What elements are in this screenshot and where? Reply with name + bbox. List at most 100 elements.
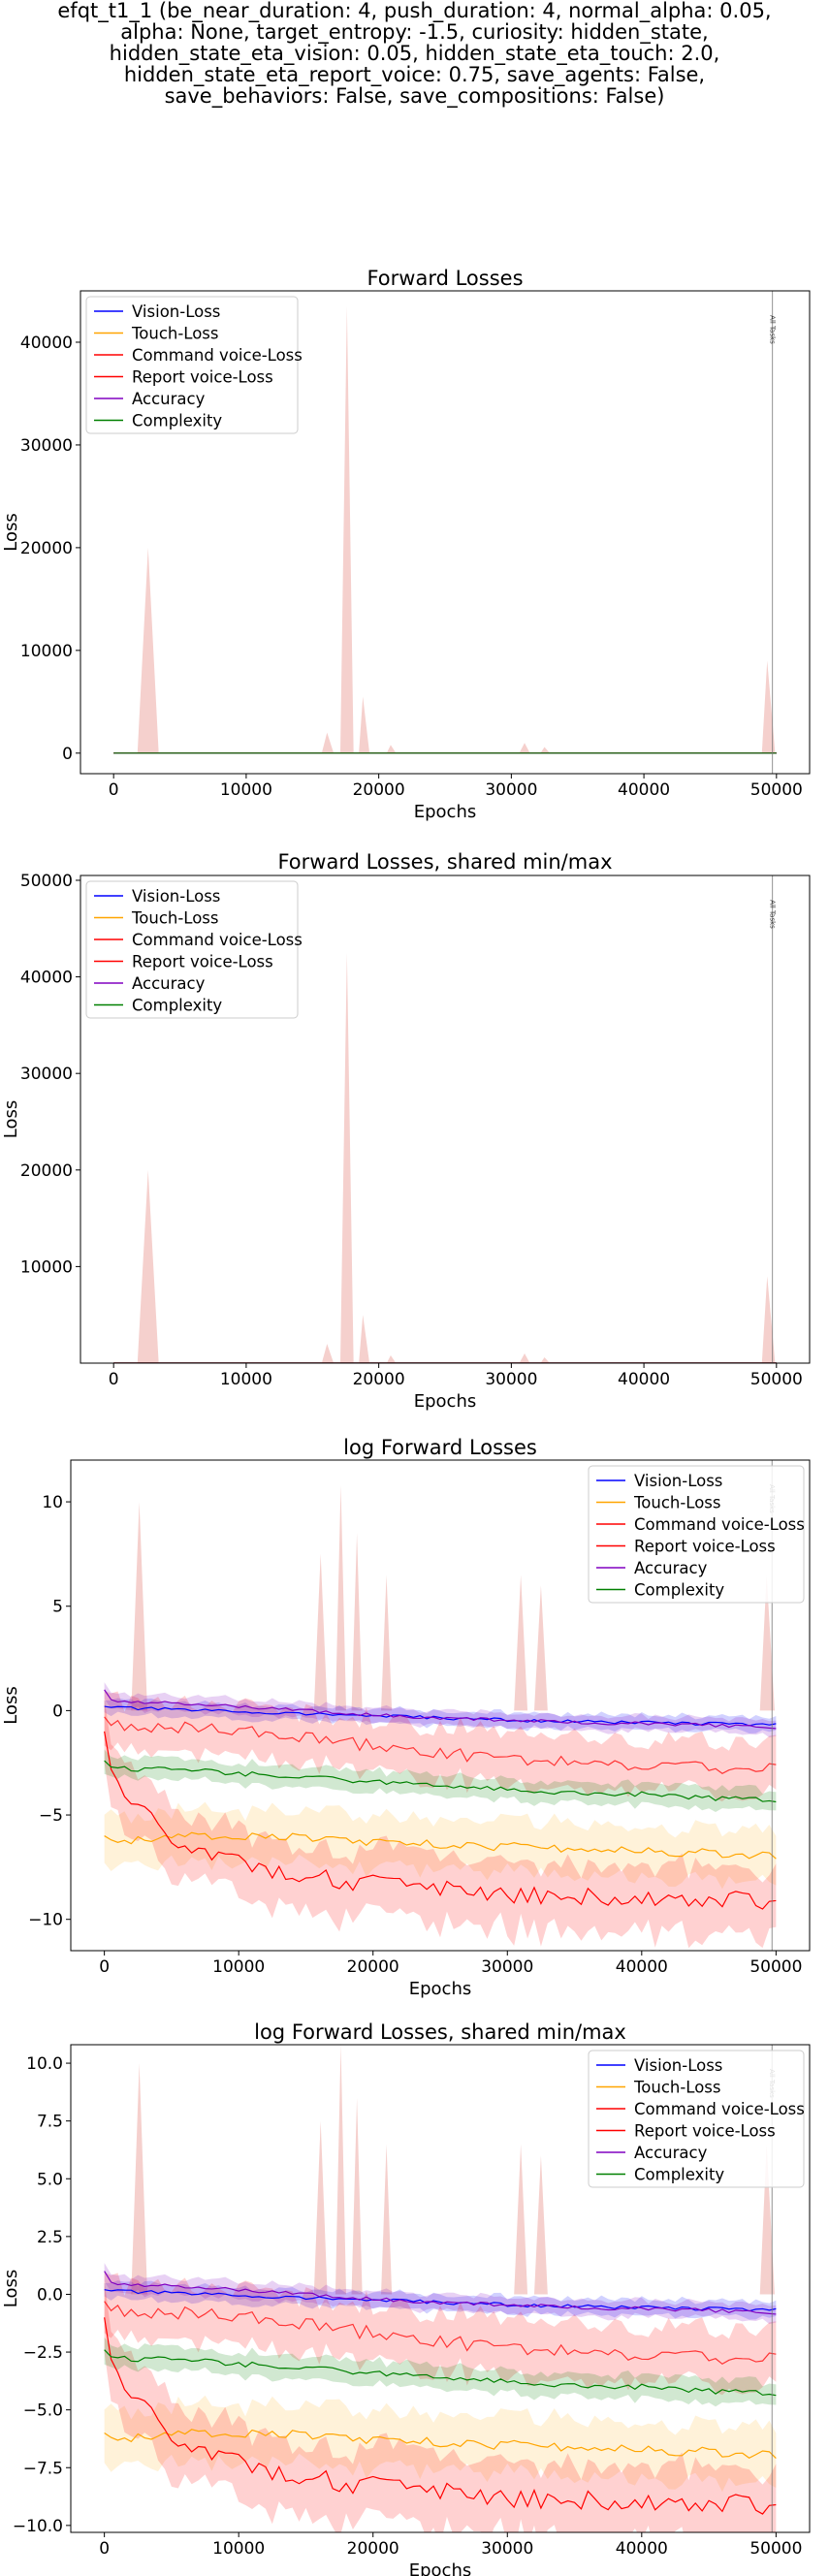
legend: Vision-Loss Touch-Loss Command voice-Loss R… xyxy=(588,1465,805,1604)
x-tick-label: 10000 xyxy=(220,1370,272,1389)
x-tick-label: 20000 xyxy=(353,1370,405,1389)
figure-title: efqt_t1_1 (be_near_duration: 4, push_dur… xyxy=(57,0,772,108)
legend-label-command-voice-loss: Command voice-Loss xyxy=(634,2100,805,2118)
x-tick-label: 50000 xyxy=(749,1957,802,1977)
legend-box xyxy=(85,296,299,434)
vline-label: All Tasks xyxy=(769,900,777,929)
series-line-touch-loss xyxy=(104,1831,777,1860)
series-line-complexity xyxy=(104,2349,777,2397)
x-tick-label: 0 xyxy=(99,1957,110,1977)
legend-label-command-voice-loss: Command voice-Loss xyxy=(132,346,303,365)
series-line-command-voice-loss xyxy=(104,1716,777,1774)
chart-title: Forward Losses, shared min/max xyxy=(277,850,612,874)
legend-box xyxy=(588,1465,805,1604)
legend-label-report-voice-loss: Report voice-Loss xyxy=(132,953,273,971)
series-line-accuracy xyxy=(104,1689,777,1730)
y-tick-label: 10 xyxy=(42,1493,63,1512)
band-touch-loss xyxy=(104,2395,777,2493)
axes-frame xyxy=(70,2044,811,2533)
band-complexity xyxy=(104,2337,777,2407)
chart-title: log Forward Losses, shared min/max xyxy=(254,2020,626,2044)
y-tick-label: 20000 xyxy=(20,1161,73,1181)
axes-frame xyxy=(80,290,811,775)
y-tick-label: 0 xyxy=(52,1701,63,1721)
x-tick-label: 20000 xyxy=(347,1957,399,1977)
y-tick-label: −10.0 xyxy=(13,2517,63,2536)
legend-label-touch-loss: Touch-Loss xyxy=(131,909,219,928)
band-accuracy xyxy=(104,2263,777,2325)
x-tick-label: 40000 xyxy=(616,2539,668,2559)
y-tick-label: 10.0 xyxy=(26,2054,63,2074)
plot-area xyxy=(104,1460,777,1951)
legend-label-touch-loss: Touch-Loss xyxy=(633,1494,721,1512)
chart-forward-losses-shared: All Tasks 0 10000 20000 30000 40000 50000 10000… xyxy=(1,850,811,1412)
x-axis-label: Epochs xyxy=(409,1979,472,1999)
y-tick-label: 7.5 xyxy=(37,2113,63,2132)
series-line-command-voice-loss xyxy=(104,2301,777,2366)
legend: Vision-Loss Touch-Loss Command voice-Loss R… xyxy=(85,296,303,434)
y-tick-label: −7.5 xyxy=(23,2459,63,2478)
band-command-voice-loss xyxy=(104,2272,777,2396)
legend-label-complexity: Complexity xyxy=(634,2166,724,2184)
chart-log-forward-losses: All Tasks01000020000300004000050000−10−5… xyxy=(1,1436,811,1999)
y-tick-label: 20000 xyxy=(20,539,73,558)
y-tick-label: 10000 xyxy=(20,1257,73,1277)
series-line-complexity xyxy=(104,1760,777,1803)
x-tick-label: 30000 xyxy=(485,780,537,800)
x-tick-label: 0 xyxy=(109,1370,119,1389)
series-line-touch-loss xyxy=(104,2429,777,2460)
legend-label-accuracy: Accuracy xyxy=(132,390,206,408)
y-axis-label: Loss xyxy=(1,2270,21,2307)
y-tick-label: 50000 xyxy=(20,872,73,891)
legend: Vision-Loss Touch-Loss Command voice-Loss R… xyxy=(588,2050,805,2188)
plot-area xyxy=(104,2045,777,2532)
y-tick-label: −5.0 xyxy=(23,2401,63,2421)
legend-label-command-voice-loss: Command voice-Loss xyxy=(132,931,303,949)
legend-label-complexity: Complexity xyxy=(634,1581,724,1600)
legend-label-vision-loss: Vision-Loss xyxy=(634,2056,722,2075)
band-command-voice-loss xyxy=(104,1690,777,1802)
chart-log-forward-losses-shared: All Tasks01000020000300004000050000−10.0… xyxy=(1,2020,811,2576)
series-line-vision-loss xyxy=(104,1705,777,1727)
x-tick-label: 50000 xyxy=(750,780,803,800)
plot-area xyxy=(113,291,777,774)
y-tick-label: −5 xyxy=(39,1806,63,1826)
legend-label-vision-loss: Vision-Loss xyxy=(634,1472,722,1490)
y-axis-label: Loss xyxy=(1,1686,21,1724)
band-report-voice-loss xyxy=(104,2280,777,2532)
x-tick-label: 10000 xyxy=(220,780,272,800)
x-tick-label: 30000 xyxy=(485,1370,537,1389)
x-tick-label: 50000 xyxy=(749,2539,802,2559)
series-line-accuracy xyxy=(104,2271,777,2315)
series-line-report-voice-loss xyxy=(104,2317,777,2515)
x-tick-label: 50000 xyxy=(750,1370,803,1389)
legend-label-report-voice-loss: Report voice-Loss xyxy=(132,368,273,387)
x-tick-label: 40000 xyxy=(618,780,670,800)
y-tick-label: 0.0 xyxy=(37,2285,63,2305)
legend-label-complexity: Complexity xyxy=(132,412,222,430)
x-tick-label: 20000 xyxy=(353,780,405,800)
y-tick-label: −10 xyxy=(28,1911,63,1930)
legend: Vision-Loss Touch-Loss Command voice-Loss R… xyxy=(85,880,303,1019)
band-complexity xyxy=(104,1749,777,1812)
y-tick-label: 40000 xyxy=(20,969,73,988)
x-axis-label: Epochs xyxy=(409,2560,472,2576)
x-tick-label: 40000 xyxy=(616,1957,668,1977)
chart-title: log Forward Losses xyxy=(343,1436,537,1459)
series-line-report-voice-loss xyxy=(104,1731,777,1910)
legend-label-accuracy: Accuracy xyxy=(132,974,206,993)
x-tick-label: 30000 xyxy=(481,2539,533,2559)
y-tick-label: 5.0 xyxy=(37,2170,63,2189)
y-tick-label: 30000 xyxy=(20,436,73,456)
legend-label-accuracy: Accuracy xyxy=(634,1559,708,1577)
axes-frame xyxy=(80,875,811,1364)
y-tick-label: 2.5 xyxy=(37,2228,63,2247)
legend-label-touch-loss: Touch-Loss xyxy=(131,325,219,343)
y-tick-label: 10000 xyxy=(20,642,73,661)
legend-label-vision-loss: Vision-Loss xyxy=(132,302,220,321)
legend-label-command-voice-loss: Command voice-Loss xyxy=(634,1515,805,1534)
y-tick-label: 30000 xyxy=(20,1065,73,1084)
y-tick-label: 40000 xyxy=(20,334,73,353)
legend-box xyxy=(588,2050,805,2188)
x-tick-label: 10000 xyxy=(212,2539,265,2559)
